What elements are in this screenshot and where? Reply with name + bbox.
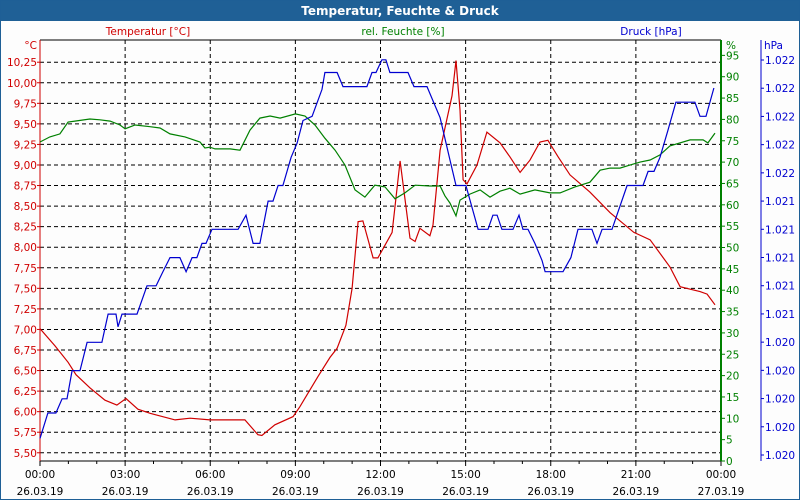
x-tick-time: 06:00 <box>195 469 225 481</box>
humidity-tick-label: 40 <box>726 285 739 297</box>
temperature-tick-label: 5,50 <box>14 448 37 460</box>
humidity-tick-label: 85 <box>726 93 739 105</box>
x-tick-date: 26.03.19 <box>442 486 489 498</box>
temperature-tick-label: 10,25 <box>7 57 37 69</box>
pressure-tick-label: 1.021 <box>765 224 795 236</box>
temperature-tick-label: 8,75 <box>14 181 37 193</box>
legend-pressure: Druck [hPa] <box>620 26 681 38</box>
temperature-tick-label: 9,50 <box>14 119 37 131</box>
legend-humidity: rel. Feuchte [%] <box>361 26 444 38</box>
humidity-tick-label: 90 <box>726 72 739 84</box>
pressure-tick-label: 1.022 <box>765 111 795 123</box>
x-tick-time: 00:00 <box>706 469 736 481</box>
x-tick-date: 27.03.19 <box>698 486 745 498</box>
humidity-tick-label: 95 <box>726 50 739 62</box>
x-tick-time: 15:00 <box>450 469 480 481</box>
temperature-tick-label: 6,50 <box>14 366 37 378</box>
x-tick-time: 12:00 <box>365 469 395 481</box>
series-line-pressure <box>39 59 715 439</box>
series-line-temperature <box>39 60 716 437</box>
humidity-unit: % <box>726 40 736 52</box>
humidity-tick-label: 5 <box>726 435 733 447</box>
x-tick-time: 21:00 <box>621 469 651 481</box>
humidity-tick-label: 25 <box>726 349 739 361</box>
pressure-unit: hPa <box>764 40 783 52</box>
pressure-tick-label: 1.022 <box>765 55 795 67</box>
pressure-tick-label: 1.022 <box>765 168 795 180</box>
pressure-tick-label: 1.022 <box>765 140 795 152</box>
pressure-tick-label: 1.021 <box>765 281 795 293</box>
temperature-tick-label: 7,25 <box>14 304 37 316</box>
pressure-tick-label: 1.020 <box>765 450 795 462</box>
legend-temperature: Temperatur [°C] <box>105 26 190 38</box>
series-line-humidity <box>39 113 716 218</box>
humidity-tick-label: 35 <box>726 307 739 319</box>
pressure-tick-label: 1.020 <box>765 394 795 406</box>
temperature-tick-label: 9,00 <box>14 160 37 172</box>
pressure-tick-label: 1.020 <box>765 422 795 434</box>
temperature-tick-label: 6,25 <box>14 386 37 398</box>
pressure-tick-label: 1.021 <box>765 253 795 265</box>
x-tick-time: 18:00 <box>536 469 566 481</box>
pressure-tick-label: 1.020 <box>765 337 795 349</box>
temperature-tick-label: 8,25 <box>14 222 37 234</box>
temperature-tick-label: 7,50 <box>14 283 37 295</box>
humidity-tick-label: 0 <box>726 456 733 468</box>
x-tick-time: 00:00 <box>25 469 55 481</box>
pressure-tick-label: 1.022 <box>765 83 795 95</box>
temperature-tick-label: 7,75 <box>14 263 37 275</box>
x-tick-date: 26.03.19 <box>17 486 64 498</box>
x-tick-date: 26.03.19 <box>272 486 319 498</box>
humidity-tick-label: 70 <box>726 157 739 169</box>
temperature-unit: °C <box>24 40 37 52</box>
pressure-tick-label: 1.021 <box>765 196 795 208</box>
x-tick-time: 09:00 <box>280 469 310 481</box>
humidity-tick-label: 60 <box>726 200 739 212</box>
humidity-tick-label: 65 <box>726 178 739 190</box>
temperature-tick-label: 9,25 <box>14 139 37 151</box>
temperature-tick-label: 5,75 <box>14 427 37 439</box>
window-title: Temperatur, Feuchte & Druck <box>1 1 799 21</box>
x-tick-date: 26.03.19 <box>187 486 234 498</box>
x-tick-time: 03:00 <box>110 469 140 481</box>
humidity-tick-label: 30 <box>726 328 739 340</box>
humidity-tick-label: 45 <box>726 264 739 276</box>
humidity-tick-label: 75 <box>726 136 739 148</box>
temperature-tick-label: 6,00 <box>14 407 37 419</box>
humidity-tick-label: 15 <box>726 392 739 404</box>
temperature-tick-label: 7,00 <box>14 324 37 336</box>
x-tick-date: 26.03.19 <box>612 486 659 498</box>
x-tick-date: 26.03.19 <box>527 486 574 498</box>
humidity-tick-label: 80 <box>726 114 739 126</box>
temperature-tick-label: 8,50 <box>14 201 37 213</box>
pressure-tick-label: 1.020 <box>765 365 795 377</box>
pressure-tick-label: 1.021 <box>765 309 795 321</box>
temperature-tick-label: 8,00 <box>14 242 37 254</box>
temperature-tick-label: 9,75 <box>14 98 37 110</box>
x-tick-date: 26.03.19 <box>102 486 149 498</box>
humidity-tick-label: 20 <box>726 371 739 383</box>
humidity-tick-label: 10 <box>726 413 739 425</box>
humidity-tick-label: 55 <box>726 221 739 233</box>
temperature-tick-label: 6,75 <box>14 345 37 357</box>
x-tick-date: 26.03.19 <box>357 486 404 498</box>
humidity-tick-label: 50 <box>726 243 739 255</box>
temperature-tick-label: 10,00 <box>7 78 37 90</box>
